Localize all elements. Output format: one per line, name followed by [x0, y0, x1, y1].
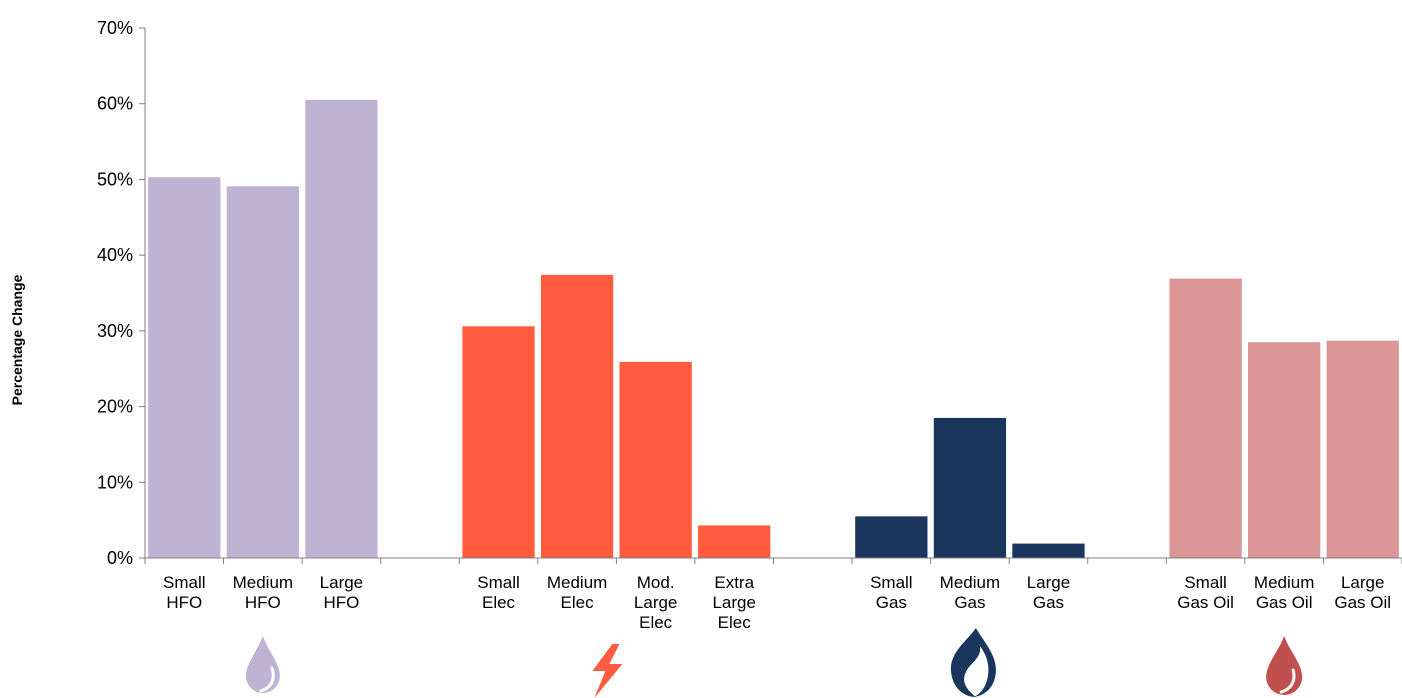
y-tick-label: 20% [97, 397, 133, 417]
bar [1169, 278, 1242, 558]
gas-flame-icon [950, 628, 996, 697]
bar [1012, 543, 1085, 558]
x-tick-label: Medium [1254, 573, 1314, 592]
x-tick-label: Small [1184, 573, 1227, 592]
x-tick-label: HFO [323, 593, 359, 612]
x-tick-label: Small [477, 573, 520, 592]
x-tick-label: Elec [639, 613, 673, 632]
x-tick-label: Large [634, 593, 677, 612]
x-tick-label: Gas Oil [1177, 593, 1234, 612]
group-icons [245, 628, 1303, 698]
y-tick-label: 60% [97, 94, 133, 114]
x-tick-label: Medium [233, 573, 293, 592]
x-tick-label: Extra [714, 573, 754, 592]
droplet-icon [245, 636, 280, 693]
x-tick-label: Gas Oil [1256, 593, 1313, 612]
y-axis: 0% 10% 20% 30% 40% 50% 60% 70% [97, 18, 146, 568]
x-tick-label: Large [320, 573, 363, 592]
y-tick-label: 40% [97, 245, 133, 265]
x-tick-label: HFO [245, 593, 281, 612]
oil-drop-icon [1266, 636, 1303, 695]
y-tick-label: 0% [107, 548, 133, 568]
x-tick-label: Gas [1033, 593, 1064, 612]
bar [305, 99, 378, 558]
bar [855, 516, 928, 558]
y-tick-label: 30% [97, 321, 133, 341]
x-tick-label: Small [870, 573, 913, 592]
x-tick-label: Gas Oil [1334, 593, 1391, 612]
bar [698, 525, 771, 558]
y-tick-label: 70% [97, 18, 133, 38]
x-tick-label: Medium [940, 573, 1000, 592]
bar [148, 177, 221, 558]
lightning-bolt-icon [592, 644, 623, 698]
x-tick-label: Small [163, 573, 206, 592]
x-tick-label: HFO [166, 593, 202, 612]
bar [1248, 342, 1321, 558]
bar [540, 274, 614, 558]
x-axis: SmallHFOMediumHFOLargeHFOSmallElecMedium… [144, 557, 1402, 632]
bar [619, 361, 692, 558]
bar [226, 186, 299, 558]
x-tick-label: Large [1341, 573, 1384, 592]
x-tick-label: Elec [482, 593, 516, 612]
x-tick-label: Gas [954, 593, 985, 612]
x-tick-label: Mod. [637, 573, 675, 592]
y-axis-label: Percentage Change [9, 274, 25, 405]
x-tick-label: Large [712, 593, 755, 612]
x-tick-label: Elec [561, 593, 595, 612]
bar [933, 417, 1007, 558]
bar [1326, 340, 1399, 558]
y-tick-label: 50% [97, 169, 133, 189]
x-tick-label: Large [1027, 573, 1070, 592]
x-tick-label: Medium [547, 573, 607, 592]
bars [148, 99, 1399, 558]
x-tick-label: Elec [718, 613, 752, 632]
x-tick-label: Gas [876, 593, 907, 612]
y-tick-label: 10% [97, 472, 133, 492]
bar [462, 326, 535, 558]
